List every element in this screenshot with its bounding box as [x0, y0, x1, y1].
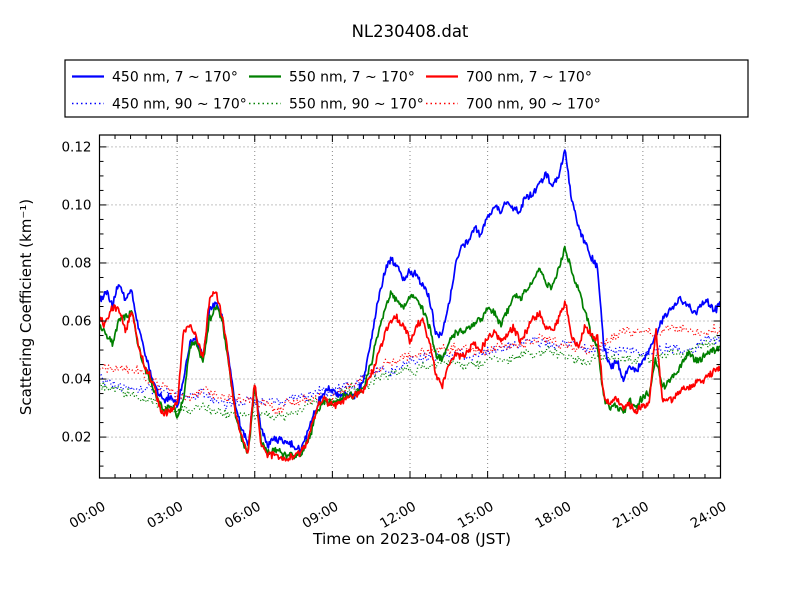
legend-label-550-solid: 550 nm, 7 ~ 170°: [289, 70, 415, 86]
x-tick-label-21:00: 21:00: [610, 499, 652, 532]
legend-label-450-solid: 450 nm, 7 ~ 170°: [112, 70, 238, 86]
series-path-450-dotted: [99, 334, 721, 410]
x-tick-label-00:00: 00:00: [67, 499, 109, 532]
y-tick-label-0.06: 0.06: [61, 314, 91, 330]
chart-title: NL230408.dat: [352, 22, 469, 41]
x-axis-label: Time on 2023-04-08 (JST): [312, 530, 511, 548]
y-tick-label-0.12: 0.12: [61, 139, 91, 155]
axis-layer: [98, 134, 722, 479]
x-tick-label-06:00: 06:00: [222, 499, 264, 532]
series-path-550-solid: [99, 245, 721, 460]
legend-entry-700-dotted: 700 nm, 90 ~ 170°: [426, 97, 601, 113]
series-path-700-solid: [99, 291, 721, 462]
plot-border: [98, 134, 722, 479]
legend: 450 nm, 7 ~ 170° 550 nm, 7 ~ 170° 700 nm, …: [64, 59, 749, 118]
x-tick-label-18:00: 18:00: [533, 499, 575, 532]
series-path-550-dotted: [99, 333, 721, 422]
x-tick-label-15:00: 15:00: [455, 499, 497, 532]
x-tick-label-09:00: 09:00: [300, 499, 342, 532]
y-tick-label-0.08: 0.08: [61, 255, 91, 271]
y-axis-label: Scattering Coefficient (km⁻¹): [17, 199, 35, 415]
y-tick-label-0.02: 0.02: [61, 430, 91, 446]
series-layer: [99, 149, 721, 462]
x-tick-label-24:00: 24:00: [688, 499, 730, 532]
legend-entry-450-dotted: 450 nm, 90 ~ 170°: [72, 97, 247, 113]
legend-label-700-dotted: 700 nm, 90 ~ 170°: [466, 97, 601, 113]
legend-entry-700-solid: 700 nm, 7 ~ 170°: [426, 70, 592, 86]
y-tick-label-0.04: 0.04: [61, 372, 91, 388]
tick-label-layer: 00:00 03:00 06:00 09:00 12:00 15:00 18:00 21:00…: [61, 139, 729, 532]
legend-entry-550-solid: 550 nm, 7 ~ 170°: [249, 70, 415, 86]
x-tick-label-12:00: 12:00: [377, 499, 419, 532]
legend-label-700-solid: 700 nm, 7 ~ 170°: [466, 70, 592, 86]
y-tick-label-0.10: 0.10: [61, 197, 91, 213]
legend-entry-550-dotted: 550 nm, 90 ~ 170°: [249, 97, 424, 113]
legend-entry-450-solid: 450 nm, 7 ~ 170°: [72, 70, 238, 86]
grid-layer: [99, 135, 721, 478]
x-tick-label-03:00: 03:00: [144, 499, 186, 532]
legend-box: [64, 59, 749, 118]
legend-label-450-dotted: 450 nm, 90 ~ 170°: [112, 97, 247, 113]
legend-label-550-dotted: 550 nm, 90 ~ 170°: [289, 97, 424, 113]
